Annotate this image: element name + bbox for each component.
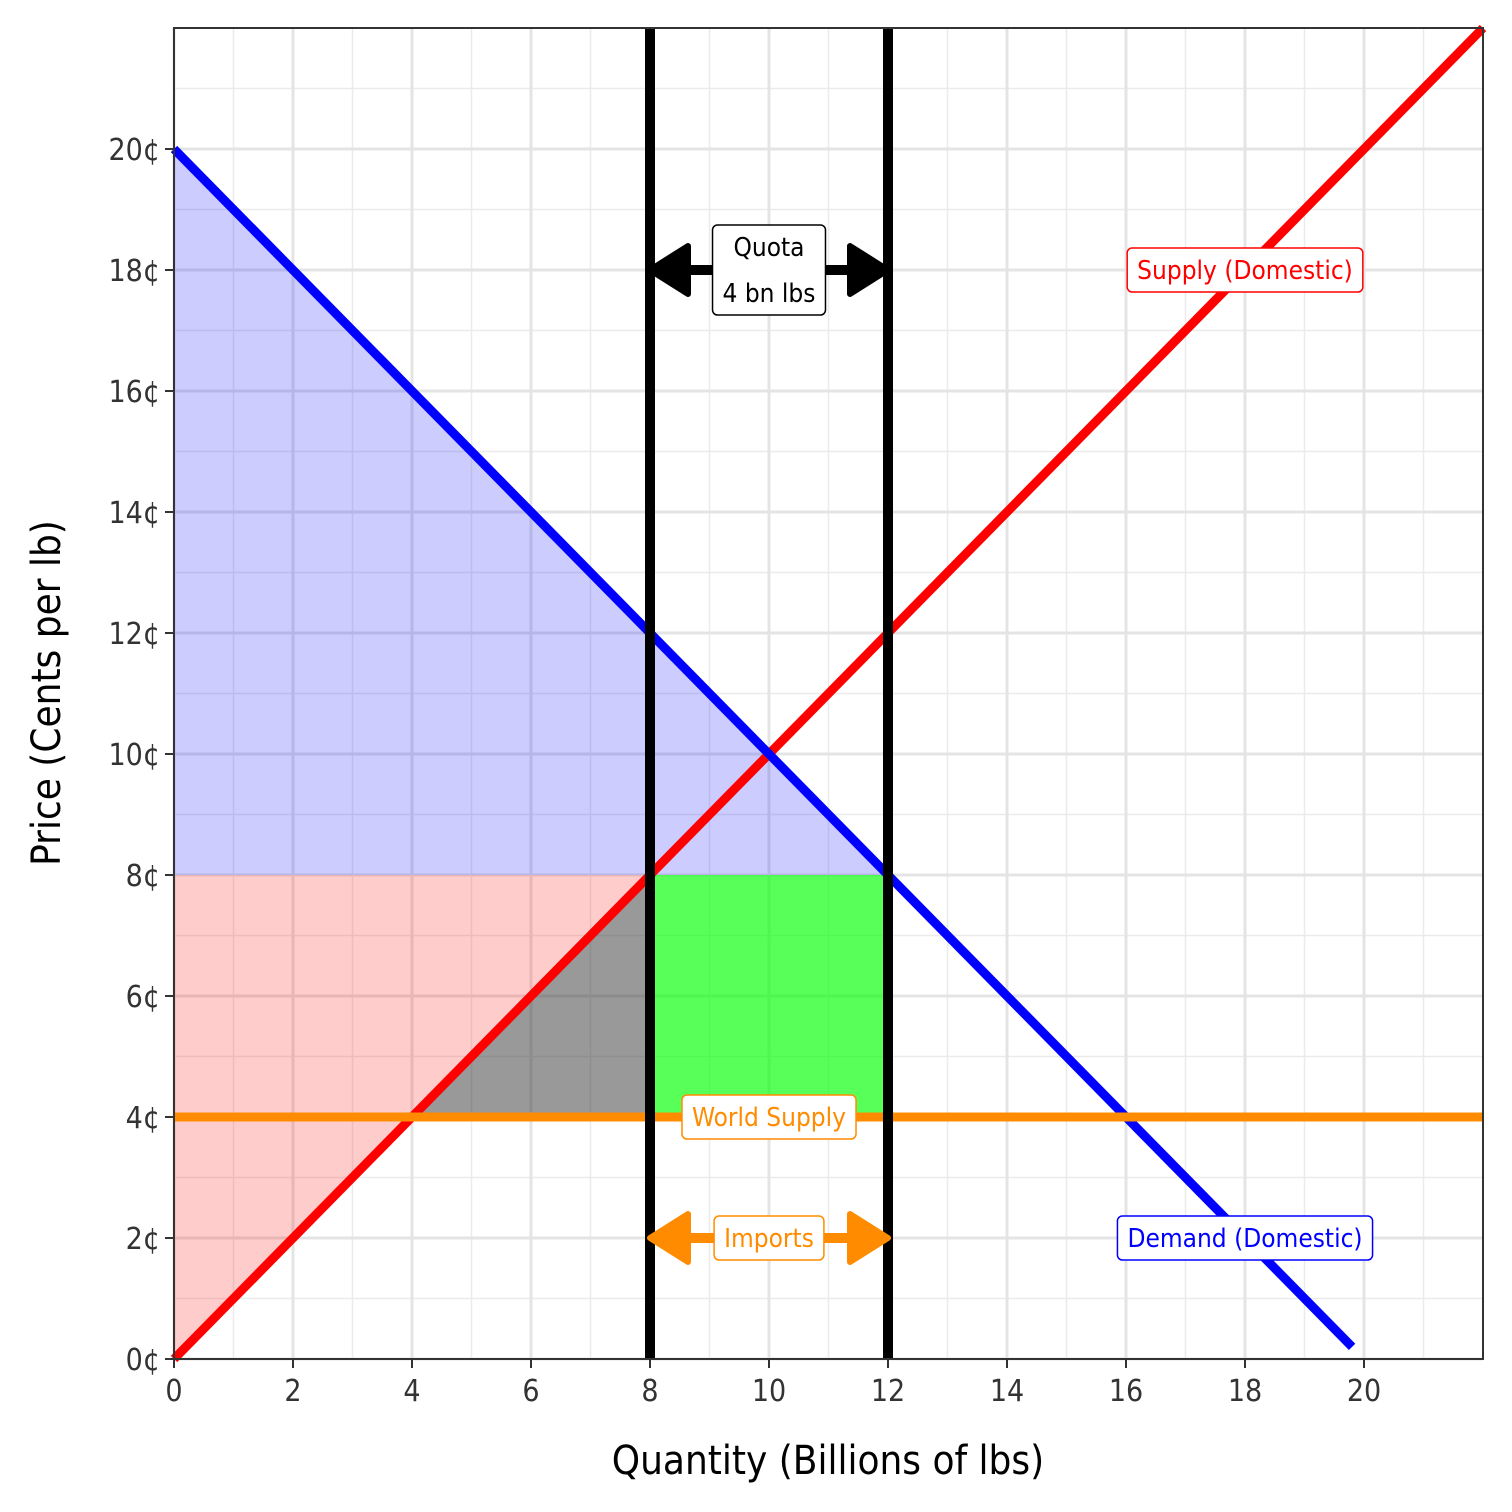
y-tick-label: 8¢ bbox=[126, 859, 160, 894]
y-axis-title: Price (Cents per lb) bbox=[24, 520, 70, 866]
supply-label: Supply (Domestic) bbox=[1126, 247, 1364, 293]
y-tick-label: 14¢ bbox=[108, 496, 160, 531]
x-tick-label: 8 bbox=[641, 1374, 658, 1409]
x-tick-label: 4 bbox=[403, 1374, 420, 1409]
imports-label: Imports bbox=[713, 1215, 825, 1261]
quota-rent-area bbox=[650, 875, 888, 1117]
world-supply-label-box bbox=[681, 1094, 857, 1140]
arrow-head-left bbox=[647, 243, 691, 297]
world-supply-label-text: World Supply bbox=[692, 1103, 846, 1133]
y-tick-label: 18¢ bbox=[108, 254, 160, 289]
x-axis-title: Quantity (Billions of lbs) bbox=[612, 1438, 1044, 1484]
quota-label-box bbox=[711, 224, 827, 316]
arrow-head-right bbox=[847, 1211, 891, 1265]
x-tick-label: 10 bbox=[752, 1374, 786, 1409]
x-tick-label: 16 bbox=[1109, 1374, 1143, 1409]
plot-border bbox=[173, 27, 1484, 1360]
world-supply-label: World Supply bbox=[681, 1094, 857, 1140]
x-tick-label: 20 bbox=[1347, 1374, 1381, 1409]
supply-label-box bbox=[1126, 247, 1364, 293]
arrow-head-left bbox=[647, 1211, 691, 1265]
y-tick-label: 12¢ bbox=[108, 617, 160, 652]
y-tick-label: 2¢ bbox=[126, 1222, 160, 1257]
supply-label-text: Supply (Domestic) bbox=[1137, 256, 1353, 286]
y-tick-label: 6¢ bbox=[126, 980, 160, 1015]
y-tick-label: 4¢ bbox=[126, 1101, 160, 1136]
quota-label: Quota 4 bn lbs bbox=[711, 224, 827, 316]
y-tick-label: 20¢ bbox=[108, 133, 160, 168]
annotations: Supply (Domestic) Demand (Domestic) World … bbox=[681, 224, 1374, 1261]
quota-label-text: Quota bbox=[733, 233, 804, 263]
arrow-head-right bbox=[847, 243, 891, 297]
imports-label-text: Imports bbox=[724, 1224, 814, 1254]
x-tick-label: 18 bbox=[1228, 1374, 1262, 1409]
axes: 0 2 4 6 8 10 12 14 16 18 20 0¢ 2¢ 4¢ 6¢ 8¢ 10¢ 12¢ 14¢ 16¢ 1… bbox=[108, 133, 1381, 1409]
y-tick-label: 16¢ bbox=[108, 375, 160, 410]
x-tick-label: 2 bbox=[284, 1374, 301, 1409]
x-tick-label: 14 bbox=[990, 1374, 1024, 1409]
demand-line bbox=[170, 145, 1356, 1351]
quota-label-text: 4 bn lbs bbox=[723, 279, 816, 309]
demand-label-box bbox=[1116, 1215, 1374, 1261]
imports-label-box bbox=[713, 1215, 825, 1261]
quota-lines bbox=[645, 28, 893, 1359]
y-tick-label: 10¢ bbox=[108, 738, 160, 773]
x-tick-label: 0 bbox=[165, 1374, 182, 1409]
y-tick-label: 0¢ bbox=[126, 1343, 160, 1378]
demand-label-text: Demand (Domestic) bbox=[1127, 1224, 1362, 1254]
x-tick-label: 6 bbox=[522, 1374, 539, 1409]
demand-label: Demand (Domestic) bbox=[1116, 1215, 1374, 1261]
x-tick-label: 12 bbox=[871, 1374, 905, 1409]
